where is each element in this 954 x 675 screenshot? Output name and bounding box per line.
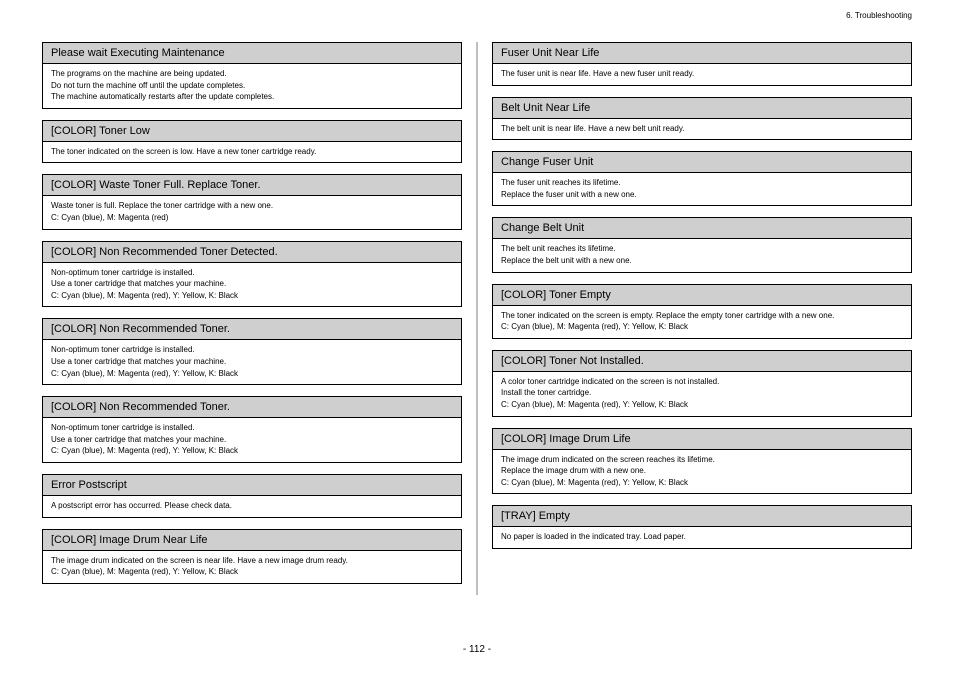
message-block: [COLOR] Image Drum Life The image drum in… (492, 428, 912, 495)
message-line: The belt unit reaches its lifetime. (501, 243, 903, 255)
message-title: Change Fuser Unit (492, 151, 912, 173)
message-block: [COLOR] Toner Not Installed. A color tone… (492, 350, 912, 417)
message-block: Please wait Executing Maintenance The pro… (42, 42, 462, 109)
message-line: C: Cyan (blue), M: Magenta (red) (51, 212, 453, 224)
message-title: [COLOR] Waste Toner Full. Replace Toner. (42, 174, 462, 196)
message-line: C: Cyan (blue), M: Magenta (red), Y: Yel… (501, 399, 903, 411)
message-title: [COLOR] Toner Low (42, 120, 462, 142)
message-title: Error Postscript (42, 474, 462, 496)
left-column: Please wait Executing Maintenance The pro… (42, 42, 462, 595)
message-line: Non-optimum toner cartridge is installed… (51, 344, 453, 356)
message-block: [COLOR] Non Recommended Toner Detected. N… (42, 241, 462, 308)
message-body: Non-optimum toner cartridge is installed… (42, 340, 462, 385)
message-title: [COLOR] Toner Empty (492, 284, 912, 306)
message-line: Replace the image drum with a new one. (501, 465, 903, 477)
message-body: The belt unit is near life. Have a new b… (492, 119, 912, 141)
message-block: [COLOR] Toner Low The toner indicated on … (42, 120, 462, 164)
message-line: The image drum indicated on the screen r… (501, 454, 903, 466)
message-body: The toner indicated on the screen is emp… (492, 306, 912, 339)
message-body: No paper is loaded in the indicated tray… (492, 527, 912, 549)
message-block: [COLOR] Waste Toner Full. Replace Toner.… (42, 174, 462, 229)
message-body: A color toner cartridge indicated on the… (492, 372, 912, 417)
message-line: Replace the belt unit with a new one. (501, 255, 903, 267)
message-title: [COLOR] Image Drum Near Life (42, 529, 462, 551)
column-divider (476, 42, 478, 595)
message-line: The machine automatically restarts after… (51, 91, 453, 103)
message-body: The programs on the machine are being up… (42, 64, 462, 109)
message-line: No paper is loaded in the indicated tray… (501, 531, 903, 543)
message-body: Waste toner is full. Replace the toner c… (42, 196, 462, 229)
message-title: [COLOR] Non Recommended Toner. (42, 396, 462, 418)
message-line: C: Cyan (blue), M: Magenta (red), Y: Yel… (51, 290, 453, 302)
message-body: The image drum indicated on the screen i… (42, 551, 462, 584)
message-line: C: Cyan (blue), M: Magenta (red), Y: Yel… (51, 445, 453, 457)
message-line: The toner indicated on the screen is low… (51, 146, 453, 158)
message-title: [COLOR] Non Recommended Toner Detected. (42, 241, 462, 263)
section-breadcrumb: 6. Troubleshooting (846, 11, 912, 20)
message-line: The fuser unit is near life. Have a new … (501, 68, 903, 80)
message-title: [COLOR] Toner Not Installed. (492, 350, 912, 372)
message-block: Change Belt UnitThe belt unit reaches it… (492, 217, 912, 272)
message-line: C: Cyan (blue), M: Magenta (red), Y: Yel… (51, 566, 453, 578)
message-body: Non-optimum toner cartridge is installed… (42, 263, 462, 308)
message-line: The image drum indicated on the screen i… (51, 555, 453, 567)
message-line: A postscript error has occurred. Please … (51, 500, 453, 512)
message-block: [COLOR] Non Recommended Toner. Non-optimu… (42, 318, 462, 385)
message-title: [TRAY] Empty (492, 505, 912, 527)
right-column: Fuser Unit Near Life The fuser unit is ne… (492, 42, 912, 595)
message-title: [COLOR] Image Drum Life (492, 428, 912, 450)
message-line: Non-optimum toner cartridge is installed… (51, 267, 453, 279)
message-line: Replace the fuser unit with a new one. (501, 189, 903, 201)
columns-container: Please wait Executing Maintenance The pro… (42, 42, 912, 595)
message-line: C: Cyan (blue), M: Magenta (red), Y: Yel… (51, 368, 453, 380)
message-title: Change Belt Unit (492, 217, 912, 239)
message-title: Fuser Unit Near Life (492, 42, 912, 64)
message-block: [COLOR] Non Recommended Toner. Non-optimu… (42, 396, 462, 463)
message-block: [COLOR] Image Drum Near Life The image dr… (42, 529, 462, 584)
message-body: Non-optimum toner cartridge is installed… (42, 418, 462, 463)
message-block: Fuser Unit Near Life The fuser unit is ne… (492, 42, 912, 86)
message-title: [COLOR] Non Recommended Toner. (42, 318, 462, 340)
message-body: The belt unit reaches its lifetime.Repla… (492, 239, 912, 272)
message-line: The fuser unit reaches its lifetime. (501, 177, 903, 189)
message-line: Non-optimum toner cartridge is installed… (51, 422, 453, 434)
message-block: Error Postscript A postscript error has o… (42, 474, 462, 518)
message-block: [COLOR] Toner Empty The toner indicated o… (492, 284, 912, 339)
message-body: The image drum indicated on the screen r… (492, 450, 912, 495)
message-line: The toner indicated on the screen is emp… (501, 310, 903, 322)
message-body: A postscript error has occurred. Please … (42, 496, 462, 518)
message-line: The programs on the machine are being up… (51, 68, 453, 80)
message-line: Use a toner cartridge that matches your … (51, 356, 453, 368)
manual-page: 6. Troubleshooting Please wait Executing… (0, 0, 954, 675)
message-line: Waste toner is full. Replace the toner c… (51, 200, 453, 212)
message-body: The toner indicated on the screen is low… (42, 142, 462, 164)
message-line: C: Cyan (blue), M: Magenta (red), Y: Yel… (501, 477, 903, 489)
message-block: Belt Unit Near Life The belt unit is near… (492, 97, 912, 141)
message-line: Do not turn the machine off until the up… (51, 80, 453, 92)
message-block: [TRAY] Empty No paper is loaded in the in… (492, 505, 912, 549)
message-line: Use a toner cartridge that matches your … (51, 278, 453, 290)
message-title: Belt Unit Near Life (492, 97, 912, 119)
message-line: Use a toner cartridge that matches your … (51, 434, 453, 446)
message-line: A color toner cartridge indicated on the… (501, 376, 903, 388)
message-block: Change Fuser UnitThe fuser unit reaches … (492, 151, 912, 206)
message-line: Install the toner cartridge. (501, 387, 903, 399)
message-body: The fuser unit is near life. Have a new … (492, 64, 912, 86)
message-line: C: Cyan (blue), M: Magenta (red), Y: Yel… (501, 321, 903, 333)
message-line: The belt unit is near life. Have a new b… (501, 123, 903, 135)
message-body: The fuser unit reaches its lifetime.Repl… (492, 173, 912, 206)
message-title: Please wait Executing Maintenance (42, 42, 462, 64)
page-number: - 112 - (0, 644, 954, 655)
